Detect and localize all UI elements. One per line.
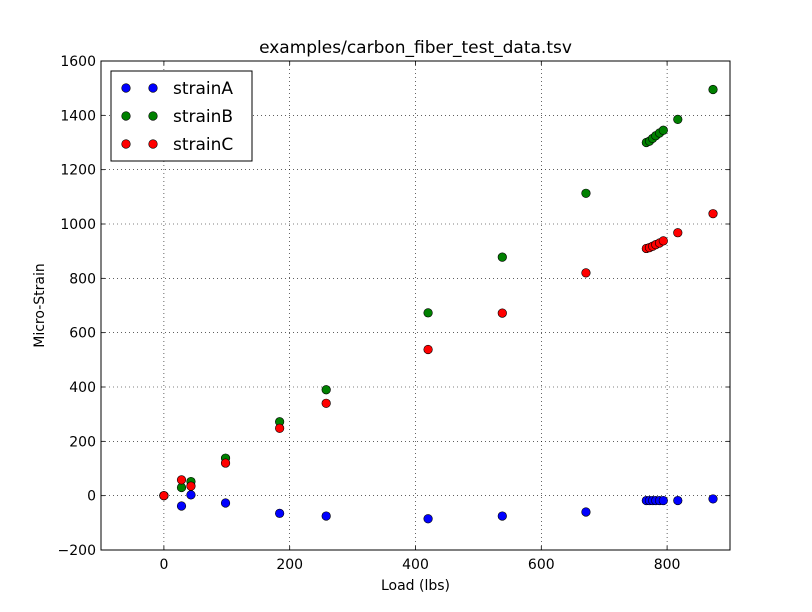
- data-point-strainA: [176, 501, 187, 511]
- y-tick-label: 1600: [60, 54, 96, 70]
- data-point-strainC: [497, 308, 507, 318]
- x-tick-label: 200: [276, 557, 303, 573]
- data-point-strainB: [708, 84, 718, 95]
- y-tick-label: 0: [87, 489, 96, 505]
- data-point-strainA: [581, 507, 591, 517]
- data-point-strainB: [673, 114, 683, 125]
- data-point-strainB: [423, 308, 433, 318]
- data-point-strainA: [658, 495, 668, 506]
- data-point-strainC: [658, 236, 668, 246]
- data-point-strainC: [275, 423, 285, 433]
- legend-marker-strainA: [148, 83, 158, 93]
- data-point-strainC: [673, 228, 683, 238]
- legend-label-strainA: strainA: [173, 79, 233, 99]
- plot-frame: [100, 60, 731, 551]
- x-tick-label: 600: [528, 557, 555, 573]
- data-point-strainA: [321, 511, 331, 521]
- y-tick-label: 600: [69, 326, 96, 342]
- data-point-strainC: [321, 398, 331, 408]
- legend: strainA strainB strainC: [110, 70, 253, 162]
- legend-label-strainC: strainC: [173, 135, 233, 155]
- y-tick-label: 200: [69, 434, 96, 450]
- data-point-strainB: [321, 385, 331, 395]
- x-tick-label: 400: [402, 557, 429, 573]
- data-point-strainC: [176, 475, 187, 485]
- data-point-strainA: [708, 494, 718, 504]
- legend-marker-strainA: [121, 83, 131, 93]
- legend-box: [110, 70, 253, 162]
- data-point-strainC: [220, 458, 231, 468]
- data-point-strainA: [220, 498, 231, 508]
- data-point-strainC: [708, 209, 718, 219]
- data-point-strainA: [423, 514, 433, 524]
- data-point-strainB: [581, 188, 591, 198]
- chart-title: examples/carbon_fiber_test_data.tsv: [259, 38, 572, 58]
- data-point-strainA: [186, 490, 196, 500]
- data-point-strainC: [186, 481, 196, 491]
- data-point-strainB: [497, 252, 507, 262]
- legend-marker-strainB: [121, 111, 131, 121]
- data-point-strainC: [581, 268, 591, 278]
- y-tick-label: 400: [69, 380, 96, 396]
- data-point-strainC: [423, 344, 433, 355]
- data-point-strainA: [275, 508, 285, 518]
- y-tick-label: −200: [58, 543, 96, 559]
- y-tick-label: 1200: [60, 163, 96, 179]
- y-tick-label: 1000: [60, 217, 96, 233]
- y-tick-label: 1400: [60, 108, 96, 124]
- x-tick-label: 800: [654, 557, 681, 573]
- data-point-strainA: [497, 511, 507, 521]
- data-point-strainA: [673, 495, 683, 506]
- y-axis-label: Micro-Strain: [32, 263, 48, 347]
- data-point-strainC: [159, 491, 169, 501]
- legend-label-strainB: strainB: [173, 107, 233, 127]
- x-tick-label: 0: [159, 557, 168, 573]
- legend-marker-strainC: [148, 139, 158, 149]
- axis-ticks: 0 200 400 600 800 −200 0 200 400 600 800 1000 1200 14…: [58, 54, 730, 573]
- legend-marker-strainC: [121, 139, 131, 149]
- data-point-strainB: [658, 125, 668, 135]
- legend-marker-strainB: [148, 111, 158, 121]
- data-points: [159, 84, 718, 524]
- y-tick-label: 800: [69, 271, 96, 287]
- x-axis-label: Load (lbs): [381, 578, 450, 594]
